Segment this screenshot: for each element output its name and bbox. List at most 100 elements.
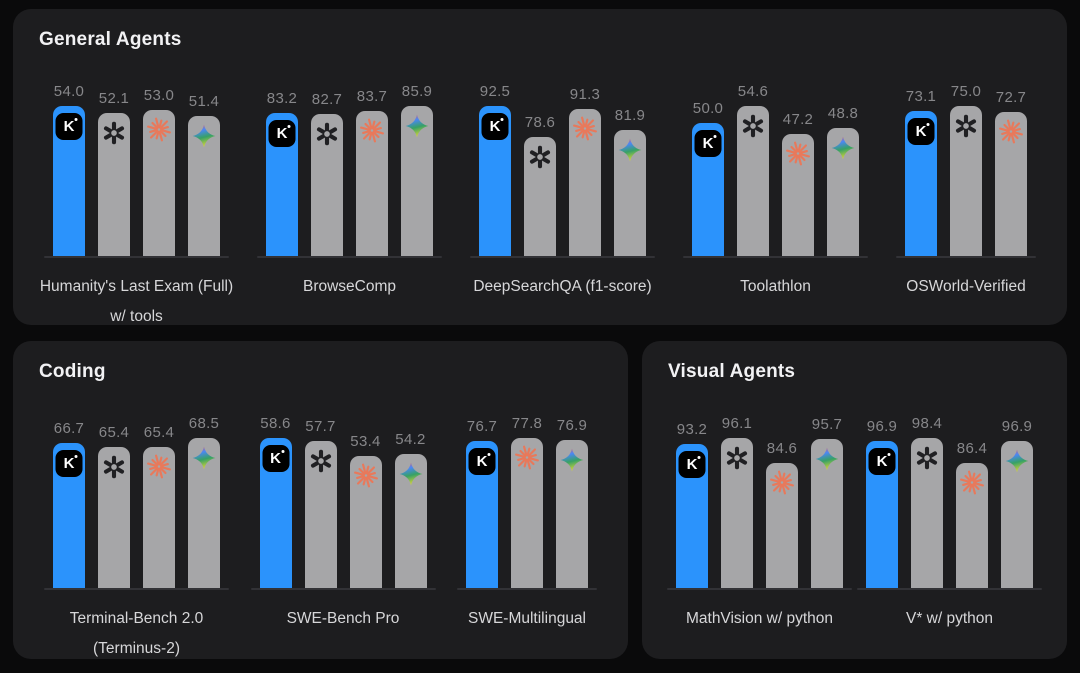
panel-title-general-agents: General Agents (39, 29, 182, 50)
bar-kimi: K (866, 441, 898, 588)
bar-value-label: 73.1 (905, 88, 937, 105)
kimi-icon: K (694, 130, 722, 157)
bar-claude (766, 463, 798, 588)
benchmark-group: 96.9 K 98.4 86.4 96.9 V* w/ python (857, 413, 1042, 627)
bar-column: 65.4 (98, 424, 130, 588)
bar-column: 76.9 (556, 417, 588, 588)
bar-column: 47.2 (782, 111, 814, 256)
benchmark-label: BrowseComp (303, 272, 396, 302)
bar-gemini (188, 116, 220, 256)
benchmark-label: MathVision w/ python (686, 604, 833, 634)
bar-column: 95.7 (811, 416, 843, 588)
benchmark-group: 92.5 K 78.6 91.3 81.9 DeepSearchQA (f1-score) (470, 81, 655, 295)
bar-kimi: K (466, 441, 498, 588)
bar-column: 52.1 (98, 90, 130, 256)
chart-coding: 66.7 K 65.4 65.4 68.5 Terminal-Bench 2.0 (Term… (39, 413, 602, 657)
kimi-icon: K (55, 450, 83, 477)
bar-value-label: 54.0 (53, 83, 85, 100)
bar-column: 51.4 (188, 93, 220, 256)
benchmark-group: 50.0 K 54.6 47.2 48.8 Toolathlon (683, 81, 868, 295)
benchmark-label-line: OSWorld-Verified (906, 278, 1026, 295)
bar-column: 58.6 K (259, 415, 292, 588)
bar-value-label: 91.3 (569, 86, 601, 103)
bar-openai (304, 441, 337, 588)
benchmark-label-line: SWE-Multilingual (467, 610, 587, 627)
bar-column: 98.4 (911, 415, 943, 588)
axis-baseline (44, 588, 229, 590)
bar-row: 96.9 K 98.4 86.4 96.9 (866, 413, 1033, 588)
kimi-icon: K (907, 118, 935, 145)
openai-icon (527, 144, 553, 170)
bar-gemini (556, 440, 588, 588)
bar-value-label: 96.9 (1001, 418, 1033, 435)
benchmark-label: Humanity's Last Exam (Full) w/ tools (40, 272, 233, 332)
bar-row: 92.5 K 78.6 91.3 81.9 (479, 81, 646, 256)
kimi-icon: K (262, 445, 289, 472)
bar-openai (311, 114, 343, 256)
claude-icon (515, 445, 540, 470)
bar-openai (950, 106, 982, 256)
bar-value-label: 86.4 (956, 440, 988, 457)
claude-icon (353, 463, 378, 488)
claude-icon (147, 117, 172, 142)
bar-value-label: 85.9 (401, 83, 433, 100)
bar-value-label: 78.6 (524, 114, 556, 131)
bar-value-label: 96.1 (721, 415, 753, 432)
bar-gemini (827, 128, 859, 256)
bar-kimi: K (259, 438, 292, 588)
bar-openai (98, 113, 130, 256)
benchmark-label: SWE-Multilingual (468, 604, 586, 634)
bar-value-label: 51.4 (188, 93, 220, 110)
bar-claude (143, 110, 175, 256)
bar-column: 54.2 (394, 431, 427, 588)
bar-column: 84.6 (766, 440, 798, 588)
benchmark-label-line: Humanity's Last Exam (Full) (39, 278, 234, 295)
gemini-icon (398, 461, 424, 487)
bar-value-label: 53.4 (350, 433, 381, 450)
bar-column: 54.0 K (53, 83, 85, 256)
bar-row: 58.6 K 57.7 53.4 54.2 (259, 413, 427, 588)
openai-icon (914, 445, 940, 471)
benchmark-label-line: BrowseComp (302, 278, 397, 295)
panel-visual-agents: Visual Agents 93.2 K 96.1 84.6 95.7 MathVisio… (642, 341, 1067, 659)
benchmark-label: DeepSearchQA (f1-score) (473, 272, 651, 302)
bar-kimi: K (53, 443, 85, 588)
bar-column: 96.1 (721, 415, 753, 588)
chart-visual-agents: 93.2 K 96.1 84.6 95.7 MathVision w/ python 96.… (667, 413, 1042, 627)
bar-claude (995, 112, 1027, 256)
openai-icon (953, 113, 979, 139)
bar-kimi: K (479, 106, 511, 256)
bar-value-label: 98.4 (911, 415, 943, 432)
benchmark-label-line: w/ tools (110, 308, 163, 326)
openai-icon (724, 445, 750, 471)
bar-row: 93.2 K 96.1 84.6 95.7 (676, 413, 843, 588)
bar-kimi: K (676, 444, 708, 588)
bar-kimi: K (266, 113, 298, 256)
bar-value-label: 76.7 (466, 418, 498, 435)
bar-gemini (394, 454, 427, 588)
bar-openai (98, 447, 130, 588)
panel-title-visual-agents: Visual Agents (668, 361, 796, 382)
bar-kimi: K (53, 106, 85, 256)
bar-column: 53.0 (143, 87, 175, 256)
bar-value-label: 68.5 (188, 415, 220, 432)
bar-value-label: 93.2 (676, 421, 708, 438)
bar-claude (356, 111, 388, 256)
bottom-panels-row: Coding 66.7 K 65.4 65.4 68.5 Terminal-Bench 2… (13, 341, 1067, 659)
bar-column: 96.9 K (866, 418, 898, 588)
claude-icon (960, 470, 985, 495)
axis-baseline (683, 256, 868, 258)
panel-title-coding: Coding (39, 361, 106, 382)
benchmark-label: Terminal-Bench 2.0 (Terminus-2) (70, 604, 204, 664)
bar-row: 54.0 K 52.1 53.0 51.4 (53, 81, 220, 256)
benchmark-group: 76.7 K 77.8 76.9 SWE-Multilingual (457, 413, 597, 627)
bar-column: 48.8 (827, 105, 859, 256)
claude-icon (573, 116, 598, 141)
bar-claude (956, 463, 988, 588)
bar-column: 85.9 (401, 83, 433, 256)
bar-value-label: 76.9 (556, 417, 588, 434)
bar-column: 81.9 (614, 107, 646, 256)
bar-gemini (1001, 441, 1033, 588)
benchmark-group: 73.1 K 75.0 72.7 OSWorld-Verified (896, 81, 1036, 295)
